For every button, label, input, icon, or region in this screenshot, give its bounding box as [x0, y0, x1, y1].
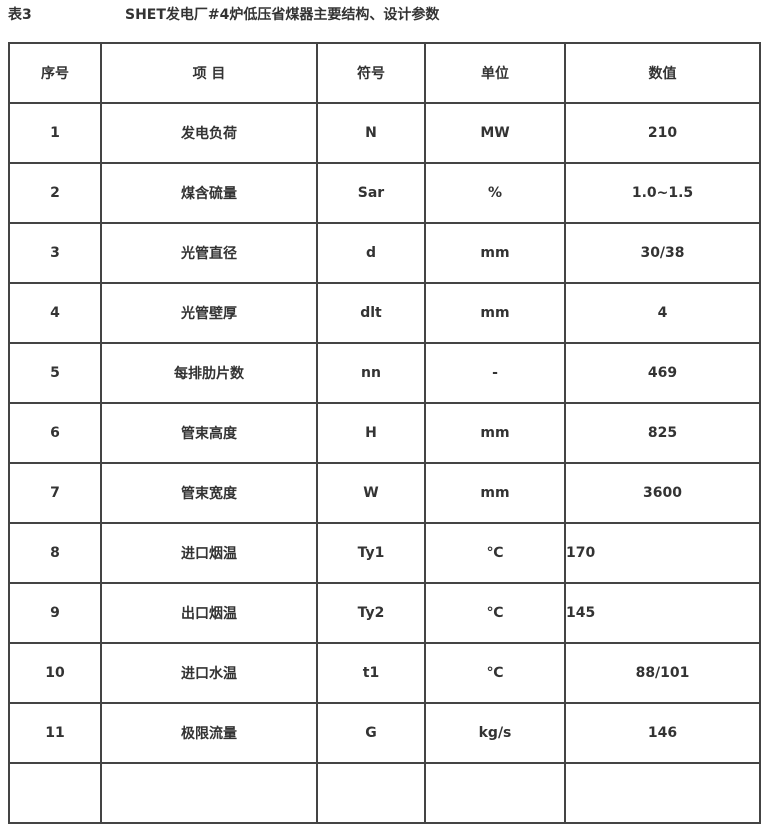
- cell-unit: MW: [424, 102, 566, 164]
- table-row: 2 煤含硫量 Sar% 1.0~1.5: [8, 162, 761, 224]
- cell-no: 1: [8, 102, 102, 164]
- cell-value: 210: [564, 102, 761, 164]
- parameters-table: 序号 项 目 符号 单位 数值 1 发电负荷 N MW 210 2 煤含硫量 Sar% 1.0~…: [8, 42, 761, 824]
- header-item: 项 目: [100, 42, 318, 104]
- cell-item: 进口水温: [100, 642, 318, 704]
- cell-unit: ℃: [424, 582, 566, 644]
- cell-value: 469: [564, 342, 761, 404]
- table-row: 1 发电负荷 N MW 210: [8, 102, 761, 164]
- cell-item: 进口烟温: [100, 522, 318, 584]
- table-row: 8 进口烟温 Ty1 ℃ 170: [8, 522, 761, 584]
- cell-item: [100, 762, 318, 824]
- cell-item: 出口烟温: [100, 582, 318, 644]
- cell-item: 光管直径: [100, 222, 318, 284]
- table-row: 10 进口水温 t1 ℃ 88/101: [8, 642, 761, 704]
- cell-item: 煤含硫量: [100, 162, 318, 224]
- table-row: 3 光管直径 d mm 30/38: [8, 222, 761, 284]
- cell-unit: mm: [424, 222, 566, 284]
- table-row: 4 光管壁厚 dlt mm 4: [8, 282, 761, 344]
- header-value: 数值: [564, 42, 761, 104]
- cell-no: 11: [8, 702, 102, 764]
- cell-unit: %: [424, 162, 566, 224]
- table-label: 表3: [8, 7, 32, 23]
- cell-item: 发电负荷: [100, 102, 318, 164]
- table-row: [8, 762, 761, 824]
- cell-no: 6: [8, 402, 102, 464]
- cell-value: [564, 762, 761, 824]
- cell-symbol: H: [316, 402, 426, 464]
- table-header-row: 序号 项 目 符号 单位 数值: [8, 42, 761, 104]
- cell-symbol: [316, 762, 426, 824]
- cell-symbol: Ty2: [316, 582, 426, 644]
- cell-symbol: W: [316, 462, 426, 524]
- cell-unit: mm: [424, 462, 566, 524]
- cell-no: 4: [8, 282, 102, 344]
- cell-item: 管束宽度: [100, 462, 318, 524]
- cell-value: 30/38: [564, 222, 761, 284]
- cell-value: 145: [564, 582, 761, 644]
- cell-value: 3600: [564, 462, 761, 524]
- cell-symbol: nn: [316, 342, 426, 404]
- cell-unit: ℃: [424, 642, 566, 704]
- cell-value: 88/101: [564, 642, 761, 704]
- cell-item: 管束高度: [100, 402, 318, 464]
- cell-no: 5: [8, 342, 102, 404]
- cell-no: 2: [8, 162, 102, 224]
- cell-item: 极限流量: [100, 702, 318, 764]
- cell-symbol: G: [316, 702, 426, 764]
- cell-value: 1.0~1.5: [564, 162, 761, 224]
- table-row: 5 每排肋片数 nn -469: [8, 342, 761, 404]
- cell-symbol: Ty1: [316, 522, 426, 584]
- cell-unit: mm: [424, 282, 566, 344]
- cell-unit: [424, 762, 566, 824]
- cell-item: 每排肋片数: [100, 342, 318, 404]
- cell-symbol: t1: [316, 642, 426, 704]
- cell-no: 7: [8, 462, 102, 524]
- cell-symbol: Sar: [316, 162, 426, 224]
- cell-unit: kg/s: [424, 702, 566, 764]
- cell-symbol: N: [316, 102, 426, 164]
- cell-value: 4: [564, 282, 761, 344]
- cell-item: 光管壁厚: [100, 282, 318, 344]
- cell-unit: mm: [424, 402, 566, 464]
- cell-unit: -: [424, 342, 566, 404]
- cell-no: 8: [8, 522, 102, 584]
- cell-value: 825: [564, 402, 761, 464]
- cell-symbol: dlt: [316, 282, 426, 344]
- table-row: 9 出口烟温 Ty2 ℃ 145: [8, 582, 761, 644]
- cell-no: 3: [8, 222, 102, 284]
- cell-symbol: d: [316, 222, 426, 284]
- cell-no: 10: [8, 642, 102, 704]
- cell-value: 170: [564, 522, 761, 584]
- header-no: 序号: [8, 42, 102, 104]
- cell-no: 9: [8, 582, 102, 644]
- cell-value: 146: [564, 702, 761, 764]
- table-title: SHET发电厂#4炉低压省煤器主要结构、设计参数: [125, 7, 440, 23]
- header-unit: 单位: [424, 42, 566, 104]
- header-symbol: 符号: [316, 42, 426, 104]
- cell-no: [8, 762, 102, 824]
- cell-unit: ℃: [424, 522, 566, 584]
